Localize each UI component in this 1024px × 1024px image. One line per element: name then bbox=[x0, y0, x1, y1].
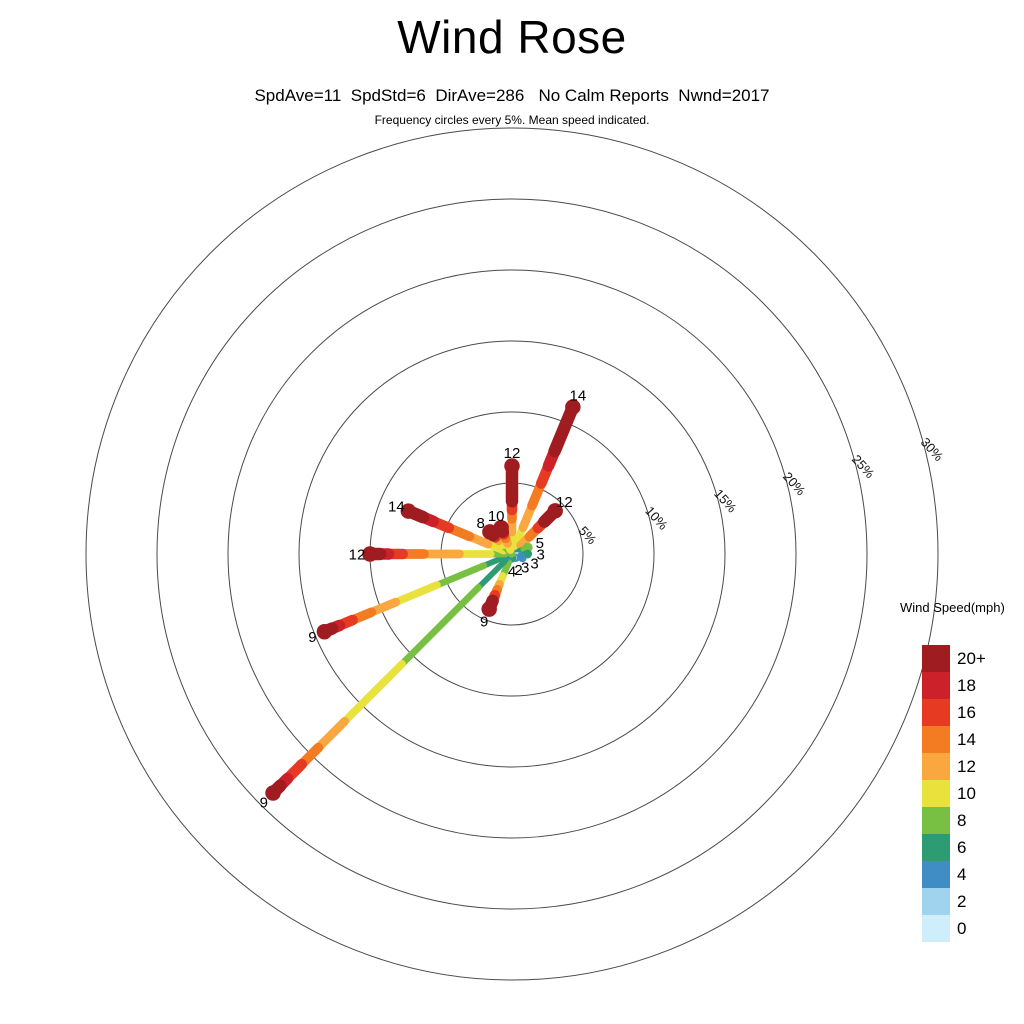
wind-arm-W bbox=[362, 546, 515, 562]
frequency-circle bbox=[156, 198, 868, 910]
mean-speed-label: 5 bbox=[536, 535, 544, 552]
arm-tip bbox=[547, 503, 563, 519]
legend-title: Wind Speed(mph) bbox=[900, 600, 1005, 615]
arm-segment-6 bbox=[475, 558, 508, 591]
arm-segment-20+ bbox=[548, 400, 580, 458]
chart-stats-line: SpdAve=11 SpdStd=6 DirAve=286 No Calm Re… bbox=[254, 86, 770, 105]
arm-tip bbox=[400, 503, 417, 519]
legend-bin-label: 6 bbox=[957, 837, 967, 857]
chart-title: Wind Rose bbox=[397, 11, 627, 63]
mean-speed-label: 2 bbox=[514, 562, 522, 579]
mean-speed-label: 14 bbox=[388, 498, 405, 515]
legend-bin-label: 14 bbox=[957, 729, 976, 749]
arm-segment-10 bbox=[391, 581, 441, 607]
mean-speed-label: 3 bbox=[521, 559, 529, 576]
mean-speed-label: 12 bbox=[556, 494, 573, 511]
arm-segment-8 bbox=[398, 584, 482, 668]
arm-tip bbox=[362, 546, 378, 562]
legend-bin: 20+ bbox=[922, 645, 1024, 672]
arm-segment-8 bbox=[433, 562, 488, 589]
mean-speed-label: 12 bbox=[349, 546, 366, 563]
mean-speed-label: 4 bbox=[508, 564, 516, 581]
mean-speed-label: 12 bbox=[504, 445, 521, 462]
wind-arm-WNW bbox=[400, 503, 516, 558]
legend-swatch bbox=[922, 861, 950, 888]
wind-arm-NNE bbox=[508, 399, 581, 558]
legend-bin-label: 16 bbox=[957, 702, 976, 722]
arm-tip bbox=[522, 542, 533, 553]
frequency-circle bbox=[85, 127, 939, 981]
arm-tip bbox=[504, 458, 520, 474]
legend-bin: 14 bbox=[922, 726, 1024, 753]
legend-swatch bbox=[922, 834, 950, 861]
legend-bin-label: 20+ bbox=[957, 648, 986, 668]
legend-swatch bbox=[922, 726, 950, 753]
legend-bin: 18 bbox=[922, 672, 1024, 699]
legend-bin-label: 12 bbox=[957, 756, 976, 776]
wind-arm-SSW bbox=[481, 551, 515, 617]
mean-speed-label: 10 bbox=[488, 508, 505, 525]
legend-bin-label: 18 bbox=[957, 675, 976, 695]
mean-speed-label: 9 bbox=[480, 613, 488, 630]
legend-swatch bbox=[922, 780, 950, 807]
frequency-circle bbox=[227, 269, 797, 839]
legend-bin: 16 bbox=[922, 699, 1024, 726]
legend-swatch bbox=[922, 807, 950, 834]
legend-bin-label: 4 bbox=[957, 864, 967, 884]
arm-tip bbox=[565, 399, 581, 415]
arm-tip bbox=[316, 623, 333, 640]
mean-speed-label: 14 bbox=[569, 387, 586, 404]
arm-tip bbox=[493, 520, 509, 536]
legend-swatch bbox=[922, 699, 950, 726]
arm-tip bbox=[265, 785, 281, 801]
chart-note: Frequency circles every 5%. Mean speed i… bbox=[374, 113, 650, 127]
mean-speed-label: 9 bbox=[260, 794, 268, 811]
legend-bin: 0 bbox=[922, 915, 1024, 942]
wind-speed-legend: Wind Speed(mph) 20+ 18 16 14 12 10 8 6 4 2 0 bbox=[900, 600, 1024, 942]
mean-speed-label: 3 bbox=[530, 556, 538, 573]
legend-bin-label: 8 bbox=[957, 810, 967, 830]
legend-bin: 6 bbox=[922, 834, 1024, 861]
mean-speed-label: 9 bbox=[308, 629, 316, 646]
arm-segment-12 bbox=[314, 716, 350, 752]
legend-bin: 4 bbox=[922, 861, 1024, 888]
legend-bin-label: 0 bbox=[957, 918, 967, 938]
legend-swatch bbox=[922, 753, 950, 780]
legend-colorbar: 20+ 18 16 14 12 10 8 6 4 2 0 bbox=[922, 645, 1024, 942]
wind-arm-NNW bbox=[493, 520, 516, 558]
legend-swatch bbox=[922, 672, 950, 699]
arm-segment-10 bbox=[340, 660, 406, 726]
arm-tip bbox=[481, 601, 497, 617]
legend-bin: 10 bbox=[922, 780, 1024, 807]
legend-bin: 2 bbox=[922, 888, 1024, 915]
arm-segment-6 bbox=[480, 553, 510, 569]
wind-arm-WSW bbox=[316, 551, 515, 640]
ring-label: 5% bbox=[576, 523, 600, 547]
frequency-circle bbox=[298, 340, 726, 768]
mean-speed-label: 8 bbox=[477, 515, 485, 532]
legend-bin: 8 bbox=[922, 807, 1024, 834]
mean-speed-label: 3 bbox=[536, 546, 544, 563]
legend-swatch bbox=[922, 888, 950, 915]
legend-bin: 12 bbox=[922, 753, 1024, 780]
legend-swatch bbox=[922, 645, 950, 672]
arm-tip bbox=[518, 554, 527, 563]
legend-swatch bbox=[922, 915, 950, 942]
legend-bin-label: 10 bbox=[957, 783, 976, 803]
legend-bin-label: 2 bbox=[957, 891, 967, 911]
wind-arm-SW bbox=[265, 551, 515, 801]
